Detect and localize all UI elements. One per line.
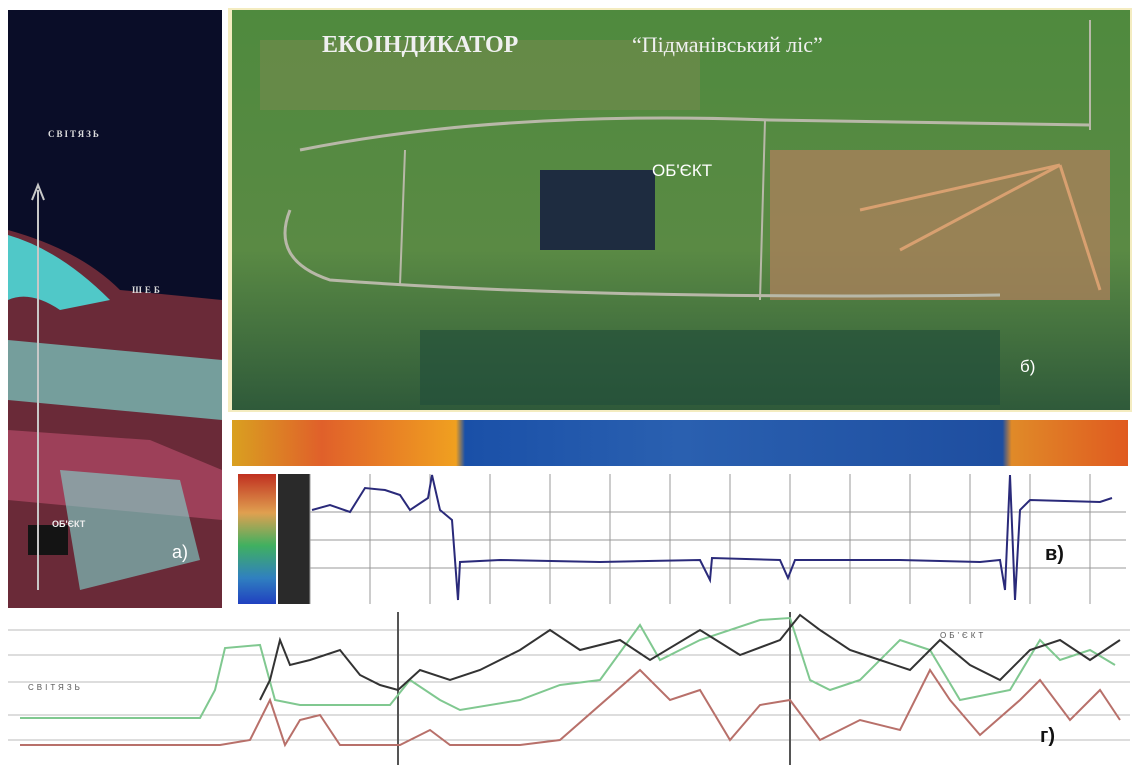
panel-a: СВІТЯЗЬ ШЕБ ОБ'ЄКТ а) [8, 10, 222, 608]
object-label: ОБ'ЄКТ [652, 161, 712, 180]
label: ОБ'ЄКТ [940, 631, 986, 640]
panel-marker: б) [1020, 357, 1035, 376]
subtitle: “Підманівський ліс” [632, 32, 823, 57]
figure: СВІТЯЗЬ ШЕБ ОБ'ЄКТ а) ЕКОІНДИКАТОР “Підм… [0, 0, 1134, 765]
panel-d: СВІТЯЗЬ ОБ'ЄКТ г) [8, 610, 1130, 765]
panel-marker: в) [1045, 543, 1064, 565]
label: СВІТЯЗЬ [28, 683, 83, 692]
title: ЕКОІНДИКАТОР [322, 32, 518, 58]
label: СВІТЯЗЬ [48, 129, 101, 139]
page: Екоіндикатор html, body { margin: 0; pad… [0, 0, 1134, 765]
object-area [28, 525, 68, 555]
panel-marker: а) [172, 542, 188, 562]
heat-strip [232, 420, 1128, 466]
page-body: {"panel_a": {"labels": ["СВІТЯЗЬ", "ШЕБ"… [0, 0, 1134, 765]
color-scale [238, 474, 276, 604]
panel-c: в) [232, 420, 1128, 608]
label: ШЕБ [132, 285, 163, 295]
panel-b: ЕКОІНДИКАТОР “Підманівський ліс” ОБ'ЄКТ … [228, 8, 1132, 412]
object-area [540, 170, 655, 250]
label: ОБ'ЄКТ [52, 519, 86, 529]
field [770, 150, 1110, 300]
scale-bar [278, 474, 310, 604]
forest [420, 330, 1000, 405]
panel-marker: г) [1040, 725, 1055, 747]
